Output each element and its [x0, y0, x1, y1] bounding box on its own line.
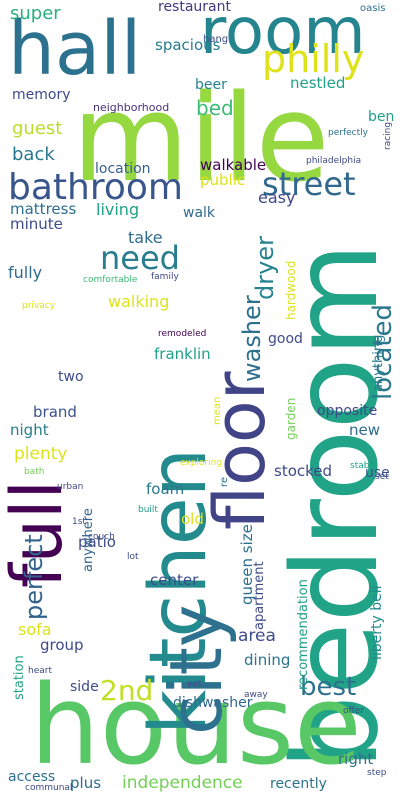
word-fully: fully	[8, 263, 43, 282]
word-beer: beer	[195, 77, 227, 93]
word-set: set	[375, 472, 389, 482]
word-walk: walk	[183, 205, 216, 221]
word-two: two	[58, 369, 84, 385]
word-side: side	[70, 679, 99, 695]
word-mean: mean	[212, 396, 223, 425]
word-back: back	[12, 144, 55, 165]
word-group: group	[40, 636, 84, 654]
word-floor: floor	[199, 371, 281, 530]
word-good: good	[268, 331, 303, 347]
word-mattress: mattress	[10, 200, 77, 218]
word-night: night	[10, 421, 49, 439]
word-yet: yet	[187, 679, 202, 689]
word-restaurant: restaurant	[158, 0, 231, 15]
word-dryer: dryer	[251, 236, 279, 300]
word-comfortable: comfortable	[83, 275, 138, 285]
word-new: new	[349, 421, 381, 439]
word-recently: recently	[270, 776, 327, 792]
word-recommendation: recommendation	[296, 579, 311, 690]
word-living: living	[96, 200, 140, 219]
word-washer: washer	[238, 295, 266, 382]
word-family: family	[151, 272, 179, 282]
word-exploring: exploring	[180, 458, 223, 468]
word-bathroom: bathroom	[8, 167, 183, 208]
word-away: away	[244, 690, 268, 700]
word-apartment: apartment	[252, 561, 267, 630]
word-privacy: privacy	[22, 301, 56, 311]
word-plenty: plenty	[14, 444, 68, 464]
word-hall: hall	[8, 6, 142, 92]
word-liberty-bell: liberty bell	[369, 585, 385, 660]
word-center: center	[150, 571, 199, 589]
word-built: built	[138, 505, 158, 515]
word-urban: urban	[57, 482, 84, 492]
word-guest: guest	[12, 118, 63, 139]
word-walkable: walkable	[200, 156, 267, 174]
word-garden: garden	[284, 397, 298, 440]
word-station: station	[12, 655, 27, 700]
word-neighborhood: neighborhood	[93, 101, 170, 114]
word-access: access	[8, 769, 56, 785]
word-street: street	[262, 165, 356, 203]
word-oasis: oasis	[360, 3, 386, 14]
word-stocked: stocked	[274, 462, 333, 480]
word-old: old	[181, 510, 204, 528]
word-minute: minute	[10, 215, 63, 233]
word-communal: communal	[25, 783, 73, 793]
word-area: area	[238, 626, 276, 646]
word-public: public	[200, 171, 246, 189]
word-1st: 1st	[72, 517, 86, 527]
word-step: step	[367, 768, 387, 778]
word-brand: brand	[33, 403, 77, 421]
word-foam: foam	[146, 480, 185, 498]
word-plus: plus	[70, 774, 102, 792]
word-location: location	[95, 161, 151, 177]
word-re: re	[219, 476, 230, 487]
word-hardwood: hardwood	[284, 260, 298, 320]
word-remodeled: remodeled	[158, 329, 207, 339]
word-franklin: franklin	[154, 345, 211, 363]
word-house: house	[30, 661, 362, 789]
word-take: take	[128, 228, 163, 247]
word-mile: mile	[72, 70, 330, 209]
word-easy: easy	[258, 188, 296, 207]
word-patio: patio	[78, 533, 116, 551]
word-memory: memory	[12, 87, 71, 103]
word-opposite: opposite	[317, 403, 378, 419]
word-stable: stable	[350, 461, 378, 471]
word-independence: independence	[122, 773, 243, 793]
word-use: use	[365, 465, 390, 481]
word-super: super	[10, 3, 61, 24]
word-offer: offer	[343, 706, 364, 716]
word-dining: dining	[244, 651, 291, 669]
word-2nd: 2nd	[100, 674, 154, 707]
word-perfectly: perfectly	[328, 128, 368, 138]
word-bath: bath	[24, 467, 45, 477]
word-spacious: spacious	[155, 36, 221, 54]
word-heart: heart	[28, 666, 52, 676]
word-lot: lot	[127, 552, 139, 562]
word-couch: couch	[88, 532, 115, 542]
word-walking: walking	[108, 292, 170, 311]
word-need: need	[100, 239, 180, 277]
word-bed: bed	[196, 96, 234, 120]
word-perfect: perfect	[20, 534, 48, 620]
word-dishwasher: dishwasher	[173, 695, 253, 711]
word-sofa: sofa	[18, 620, 52, 639]
word-right: right	[338, 750, 374, 768]
word-best: best	[300, 672, 357, 702]
word-hang: hang	[203, 34, 229, 45]
word-nestled: nestled	[290, 74, 346, 92]
word-city: city	[154, 604, 238, 735]
word-philly: philly	[262, 37, 365, 81]
word-room: room	[200, 0, 366, 69]
word-anything: anything	[371, 334, 386, 392]
word-ben: ben	[368, 109, 395, 125]
word-racing: racing	[383, 121, 393, 150]
word-philadelphia: philadelphia	[306, 156, 362, 166]
